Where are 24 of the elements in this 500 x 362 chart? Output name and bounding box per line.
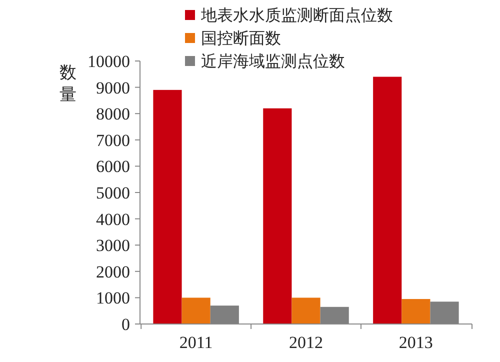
y-tick-label: 7000 (96, 130, 130, 150)
y-tick-label: 9000 (96, 78, 130, 98)
y-tick-label: 2000 (96, 262, 130, 282)
bar (402, 299, 430, 324)
y-tick-label: 8000 (96, 104, 130, 124)
bar (292, 298, 320, 324)
bar (182, 298, 210, 324)
bar (263, 108, 292, 324)
y-tick-label: 10000 (88, 52, 130, 71)
bar (153, 90, 182, 324)
y-axis-title: 数量 (60, 63, 76, 104)
x-tick-label: 2011 (179, 333, 213, 352)
y-tick-label: 4000 (96, 210, 130, 229)
legend-label: 近岸海域监测点位数 (201, 52, 345, 71)
x-tick-label: 2013 (398, 333, 433, 352)
legend-label: 国控断面数 (201, 30, 281, 48)
y-tick-label: 3000 (96, 236, 130, 256)
x-tick-label: 2012 (289, 333, 323, 352)
bar (373, 76, 402, 324)
y-tick-label: 1000 (96, 288, 130, 308)
y-tick-label: 5000 (96, 183, 130, 202)
y-tick-label: 6000 (96, 157, 130, 176)
legend-label: 地表水水质监测断面点位数 (200, 6, 393, 25)
y-tick-label: 0 (122, 314, 130, 334)
